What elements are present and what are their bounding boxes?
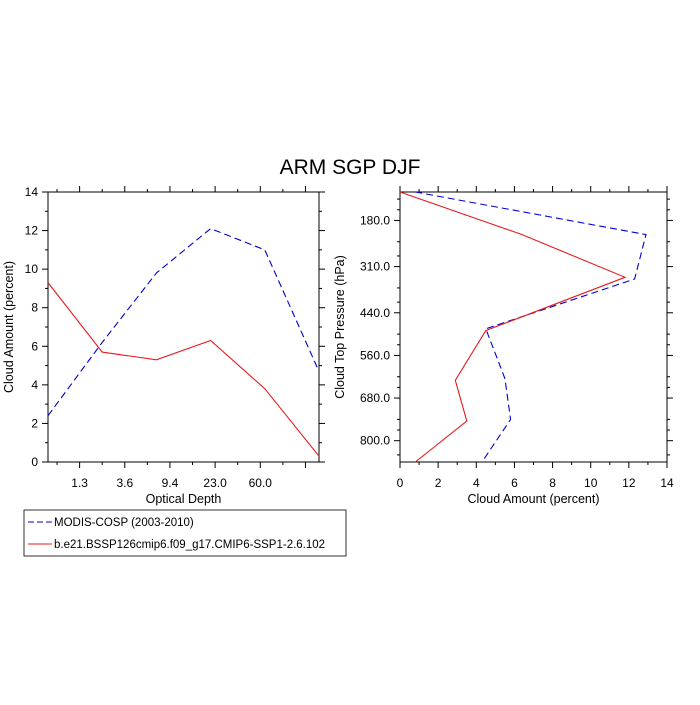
y-tick-label: 680.0 — [360, 391, 390, 405]
figure-title: ARM SGP DJF — [280, 156, 421, 179]
y-tick-label: 4 — [31, 378, 38, 392]
legend-box — [23, 509, 347, 557]
panel-cloud-top-pressure: 0 2 4 6 8 10 12 14 180.0 310.0 440.0 560.0 680.0 800.… — [333, 186, 674, 506]
y-tick-label: 310.0 — [360, 260, 390, 274]
x-tick-label: 8 — [549, 476, 556, 490]
series-line-model — [47, 282, 320, 457]
x-tick-label: 1.3 — [71, 476, 88, 490]
y-tick-label: 440.0 — [360, 306, 390, 320]
x-axis-label: Optical Depth — [146, 492, 222, 506]
x-tick-label: 9.4 — [162, 476, 179, 490]
plot-frame — [47, 191, 320, 463]
plot-frame — [399, 191, 668, 463]
x-tick-label: 14 — [660, 476, 674, 490]
y-tick-label: 12 — [25, 224, 39, 238]
x-tick-label: 3.6 — [116, 476, 133, 490]
legend-label: MODIS-COSP (2003-2010) — [54, 517, 194, 529]
x-tick-label: 23.0 — [203, 476, 227, 490]
y-tick-label: 180.0 — [360, 213, 390, 227]
y-tick-label: 14 — [25, 185, 39, 199]
y-axis-label: Cloud Top Pressure (hPa) — [333, 255, 347, 399]
y-axis-label: Cloud Amount (percent) — [2, 261, 16, 393]
x-tick-label: 0 — [397, 476, 404, 490]
y-tick-label: 6 — [31, 339, 38, 353]
x-axis-label: Cloud Amount (percent) — [467, 492, 599, 506]
panel-optical-depth: 1.3 3.6 9.4 23.0 60.0 0 2 4 6 8 10 12 14 Optical Dept… — [2, 185, 325, 506]
series-line-modis — [415, 191, 647, 463]
y-tick-label: 800.0 — [360, 434, 390, 448]
y-tick-label: 2 — [31, 416, 38, 430]
legend-label: b.e21.BSSP126cmip6.f09_g17.CMIP6-SSP1-2.… — [54, 539, 325, 551]
x-tick-label: 4 — [473, 476, 480, 490]
x-tick-label: 6 — [511, 476, 518, 490]
y-tick-label: 0 — [31, 455, 38, 469]
x-tick-label: 60.0 — [249, 476, 273, 490]
x-tick-label: 12 — [622, 476, 636, 490]
y-tick-label: 10 — [25, 262, 39, 276]
x-tick-label: 10 — [584, 476, 598, 490]
y-tick-label: 560.0 — [360, 348, 390, 362]
series-line-model — [399, 191, 627, 463]
y-tick-label: 8 — [31, 301, 38, 315]
legend: MODIS-COSP (2003-2010) b.e21.BSSP126cmip6… — [23, 509, 347, 557]
series-line-modis — [47, 227, 320, 417]
x-tick-label: 2 — [435, 476, 442, 490]
